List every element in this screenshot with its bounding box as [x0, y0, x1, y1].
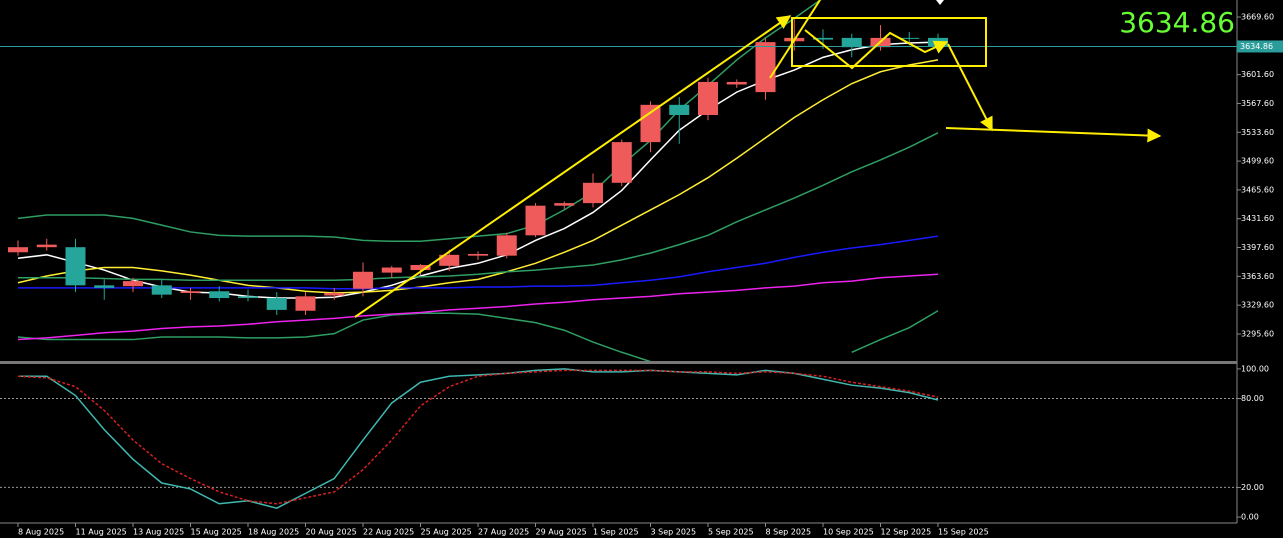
candle-body [65, 247, 86, 286]
candle-body [611, 142, 632, 183]
x-tick-label: 8 Aug 2025 [18, 528, 64, 537]
last-price-big: 3634.86 [1119, 6, 1235, 39]
indicator-line [17, 312, 651, 361]
x-tick-label: 5 Sep 2025 [708, 528, 754, 537]
zigzag-arrow [804, 29, 949, 70]
shift-marker [936, 0, 944, 5]
candle-body [640, 104, 661, 143]
target-arrow [945, 127, 1162, 143]
x-tick-label: 11 Aug 2025 [76, 528, 127, 537]
trend-arrow [354, 15, 792, 318]
candle-body [209, 291, 230, 299]
candle-body [36, 244, 57, 248]
candle-body [813, 37, 833, 40]
last-price-box [1237, 40, 1283, 53]
panel-separator [0, 361, 1237, 364]
x-tick-label: 25 Aug 2025 [421, 528, 472, 537]
y-tick-label: 3499.60 [1241, 157, 1274, 166]
candle-body [554, 203, 575, 206]
x-tick-label: 18 Aug 2025 [248, 528, 299, 537]
x-tick-label: 8 Sep 2025 [766, 528, 812, 537]
x-tick-label: 20 Aug 2025 [306, 528, 357, 537]
y-tick-label: 3669.60 [1241, 13, 1274, 22]
y-tick-label: 3397.60 [1241, 243, 1274, 252]
candle-body [525, 205, 546, 236]
last-price-label: 3634.86 [1240, 42, 1273, 51]
y-tick-label: 3601.60 [1241, 70, 1274, 79]
candle-body [266, 298, 287, 310]
candle-body [324, 292, 345, 296]
y-tick-label: 20.00 [1241, 483, 1264, 492]
main-panel [0, 0, 1237, 361]
indicator-line [17, 0, 822, 243]
candle-body [899, 37, 920, 39]
candle-body [8, 247, 28, 253]
candle-body [410, 264, 431, 271]
down-arrow [947, 43, 993, 132]
candle-body [381, 267, 402, 273]
y-tick-label: 80.00 [1241, 394, 1264, 403]
candle-body [841, 37, 862, 48]
candle-body [755, 42, 776, 93]
candle-body [496, 235, 517, 256]
axes: 3669.60 3601.60 3567.60 3533.60 3499.60 3465.… [17, 13, 1283, 537]
trend-line [769, 0, 821, 79]
candle-body [353, 271, 373, 289]
annotations [354, 0, 1162, 318]
x-tick-label: 1 Sep 2025 [593, 528, 639, 537]
x-tick-label: 12 Sep 2025 [881, 528, 932, 537]
candle-body [583, 182, 603, 204]
y-tick-label: 3431.60 [1241, 214, 1274, 223]
x-tick-label: 15 Aug 2025 [191, 528, 242, 537]
candle-body [180, 291, 201, 293]
oscillator-panel [0, 368, 1237, 509]
x-tick-label: 15 Sep 2025 [938, 528, 989, 537]
candle-body [238, 296, 258, 299]
y-tick-label: 3329.60 [1241, 301, 1274, 310]
x-tick-label: 3 Sep 2025 [651, 528, 697, 537]
y-tick-label: 0.00 [1241, 513, 1259, 522]
candle-body [726, 81, 747, 85]
indicator-line [18, 132, 939, 281]
y-tick-label: 3295.60 [1241, 329, 1274, 338]
x-tick-label: 27 Aug 2025 [478, 528, 529, 537]
y-tick-label: 100.00 [1241, 364, 1269, 373]
x-tick-label: 22 Aug 2025 [363, 528, 414, 537]
y-tick-label: 3465.60 [1241, 185, 1274, 194]
candle-body [94, 285, 115, 288]
indicator-line [17, 59, 939, 294]
indicator-line [17, 273, 939, 341]
candle-body [669, 104, 690, 115]
candle-body [123, 281, 143, 287]
x-tick-label: 10 Sep 2025 [823, 528, 874, 537]
range-box [791, 17, 987, 67]
y-tick-label: 3363.60 [1241, 272, 1274, 281]
candle-body [439, 254, 460, 266]
candle-body [468, 253, 488, 256]
indicator-line [851, 310, 939, 353]
indicator-line [17, 369, 939, 505]
x-tick-label: 13 Aug 2025 [133, 528, 184, 537]
candle-body [151, 285, 172, 295]
candle-body [698, 81, 718, 115]
y-tick-label: 3533.60 [1241, 128, 1274, 137]
y-tick-label: 3567.60 [1241, 99, 1274, 108]
x-tick-label: 29 Aug 2025 [536, 528, 587, 537]
candle-body [295, 296, 316, 311]
